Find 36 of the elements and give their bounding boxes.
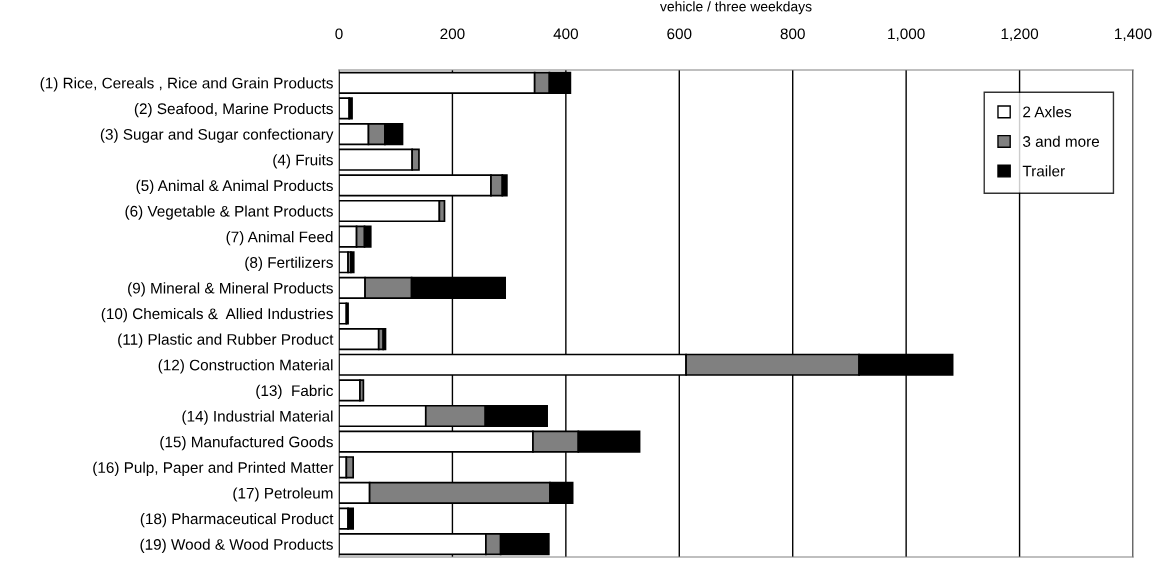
y-tick-label: (14) Industrial Material xyxy=(182,410,333,425)
y-tick-label: (4) Fruits xyxy=(273,154,333,169)
bar xyxy=(382,328,387,351)
y-tick-label: (16) Pulp, Paper and Printed Matter xyxy=(93,461,334,476)
bar xyxy=(339,379,361,402)
x-tick-label: 1,200 xyxy=(1001,28,1039,42)
y-tick-label: (17) Petroleum xyxy=(233,487,333,502)
bar xyxy=(339,328,380,351)
y-tick-label: (12) Construction Material xyxy=(158,359,333,374)
y-tick-label: (9) Mineral & Mineral Products xyxy=(128,282,333,297)
y-tick-label: (7) Animal Feed xyxy=(226,231,333,246)
y-tick-label: (15) Manufactured Goods xyxy=(160,436,333,451)
y-tick-label: (13) Fabric xyxy=(256,384,334,400)
bar xyxy=(339,199,441,223)
x-tick-label: 200 xyxy=(440,28,465,40)
y-tick-label: (19) Wood & Wood Products xyxy=(140,538,333,553)
y-tick-label: (2) Seafood, Marine Products xyxy=(134,102,333,118)
bar xyxy=(339,302,348,325)
y-tick-label: (8) Fertilizers xyxy=(245,256,333,271)
x-tick-label: 0 xyxy=(335,28,343,40)
x-tick-label: 400 xyxy=(553,28,579,40)
legend-label: 2 Axles xyxy=(1023,106,1072,118)
y-tick-label: (11) Plastic and Rubber Product xyxy=(118,333,334,348)
y-tick-label: (3) Sugar and Sugar confectionary xyxy=(100,128,334,143)
y-tick-label: (6) Vegetable & Plant Products xyxy=(125,205,333,220)
legend-label: 3 and more xyxy=(1023,135,1100,147)
x-tick-label: 800 xyxy=(780,28,805,40)
x-axis-title: vehicle / three weekdays xyxy=(660,1,812,15)
y-tick-label: (1) Rice, Cereals , Rice and Grain Products xyxy=(40,77,333,92)
y-tick-label: (5) Animal & Animal Products xyxy=(136,179,333,195)
legend-label: Trailer xyxy=(1022,165,1065,177)
x-tick-label: 1,400 xyxy=(1115,28,1152,42)
x-tick-label: 1,000 xyxy=(888,28,925,42)
y-tick-label: (10) Chemicals & Allied Industries xyxy=(101,307,333,323)
x-tick-label: 600 xyxy=(667,28,692,40)
y-tick-label: (18) Pharmaceutical Product xyxy=(140,513,334,528)
